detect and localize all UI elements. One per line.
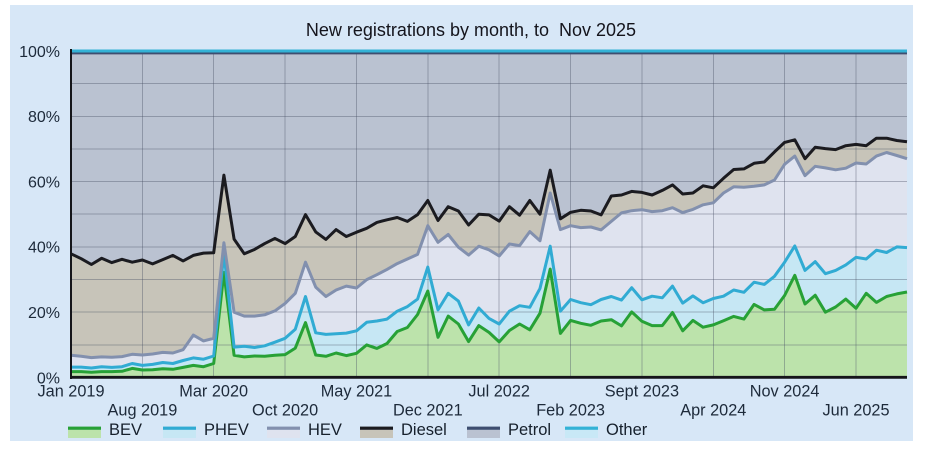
svg-text:Jul 2022: Jul 2022 [468,383,530,401]
svg-text:Dec 2021: Dec 2021 [393,402,463,420]
svg-text:80%: 80% [28,109,60,126]
svg-text:New registrations by month, to: New registrations by month, to Nov 2025 [306,20,636,40]
svg-text:BEV: BEV [109,421,142,439]
svg-text:Mar 2020: Mar 2020 [179,383,248,401]
svg-text:Petrol: Petrol [508,421,551,439]
svg-text:Diesel: Diesel [401,421,447,439]
svg-text:Jun 2025: Jun 2025 [823,402,890,420]
svg-text:0%: 0% [37,370,60,387]
svg-text:PHEV: PHEV [204,421,249,439]
svg-text:Feb 2023: Feb 2023 [536,402,605,420]
svg-text:HEV: HEV [308,421,342,439]
svg-text:May 2021: May 2021 [321,383,393,401]
svg-text:Oct 2020: Oct 2020 [252,402,318,420]
svg-text:Sept 2023: Sept 2023 [605,383,679,401]
svg-text:Jan 2019: Jan 2019 [38,383,105,401]
svg-text:Apr 2024: Apr 2024 [680,402,746,420]
svg-text:40%: 40% [28,240,60,257]
svg-text:20%: 20% [28,305,60,322]
svg-text:60%: 60% [28,174,60,191]
svg-text:Other: Other [606,421,648,439]
svg-text:100%: 100% [19,44,60,61]
svg-text:Nov 2024: Nov 2024 [750,383,820,401]
svg-text:Aug 2019: Aug 2019 [108,402,178,420]
